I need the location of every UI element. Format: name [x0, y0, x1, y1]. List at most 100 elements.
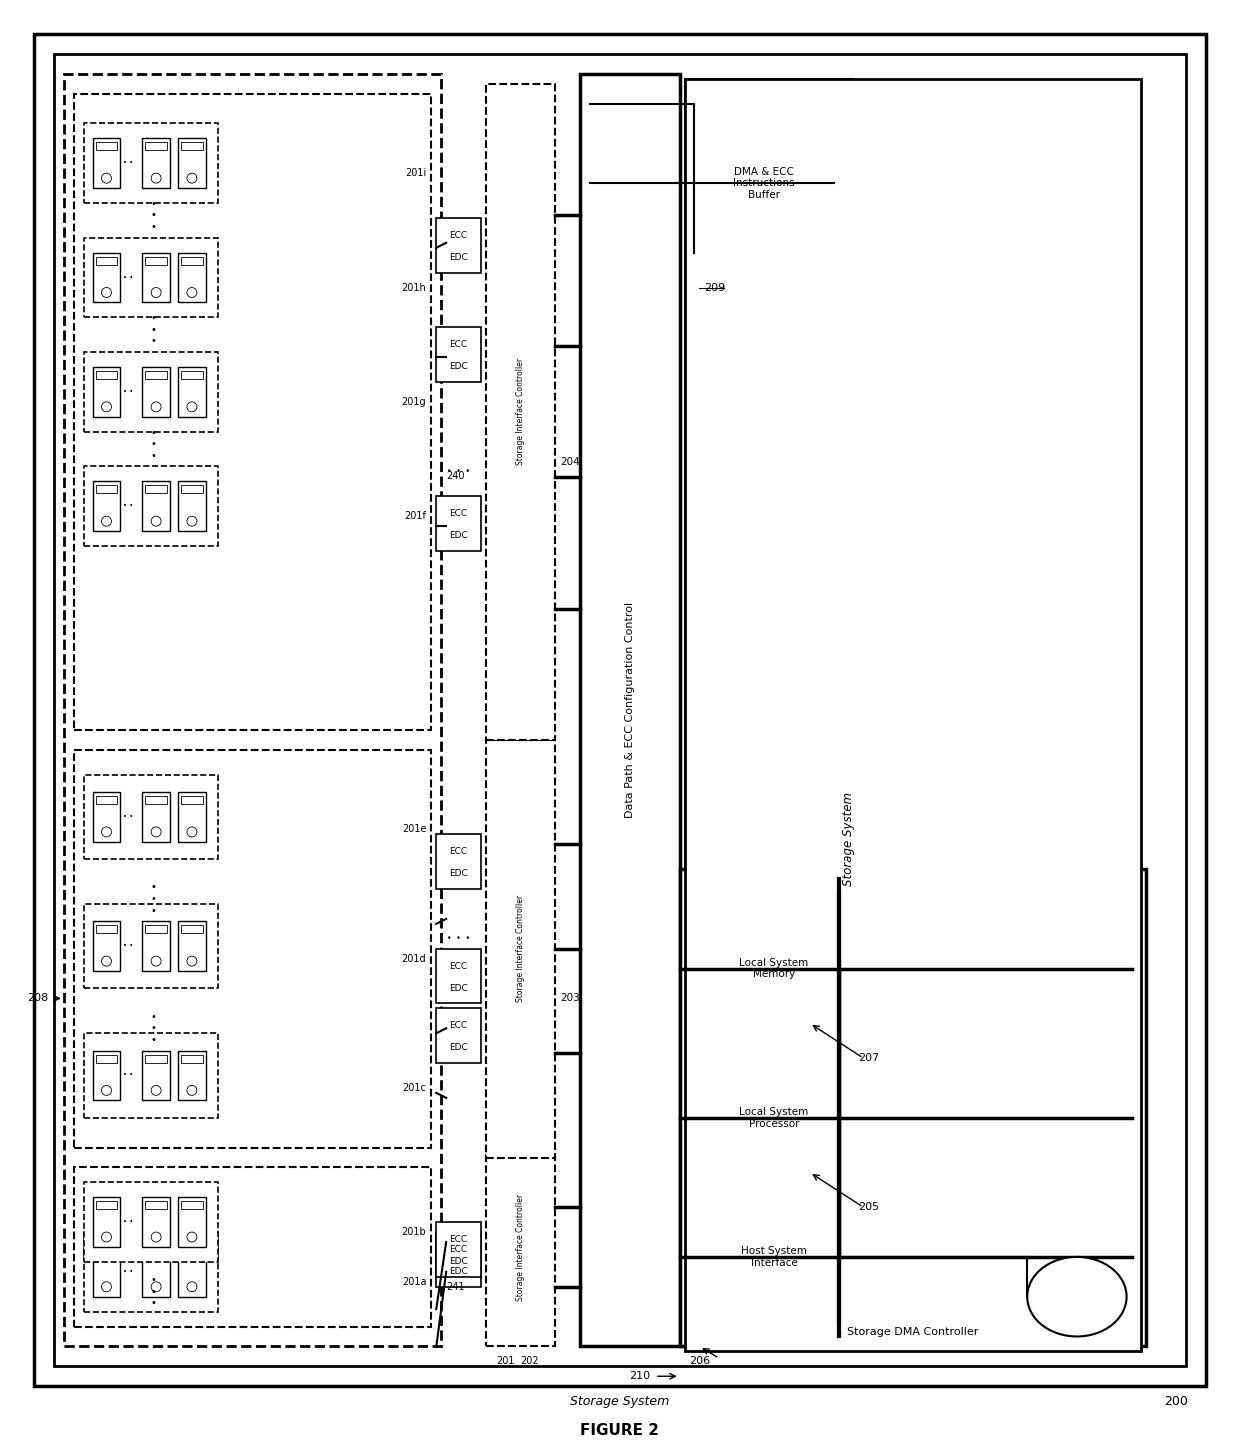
Text: 205: 205 [858, 1202, 879, 1212]
Text: Host
System: Host System [1058, 1286, 1096, 1307]
Bar [83, 238, 218, 318]
Text: Storage System: Storage System [842, 793, 854, 886]
Circle shape [151, 828, 161, 836]
Bar [436, 1223, 481, 1276]
Bar [93, 1247, 120, 1297]
Bar [145, 1054, 167, 1063]
Text: ECC: ECC [450, 1236, 467, 1244]
Bar [95, 372, 118, 379]
Text: 210: 210 [629, 1371, 650, 1381]
Text: 201b: 201b [402, 1227, 427, 1237]
Bar [145, 372, 167, 379]
Bar [486, 1147, 556, 1346]
Text: 201e: 201e [402, 825, 427, 835]
Bar [93, 1198, 120, 1247]
Ellipse shape [1027, 1257, 1127, 1336]
Bar [580, 74, 680, 1346]
Bar [486, 741, 556, 1157]
Bar [145, 796, 167, 804]
Circle shape [187, 1282, 197, 1292]
Text: •
•
•: • • • [150, 199, 156, 232]
Bar [680, 870, 1147, 1346]
Text: •  •  •: • • • [448, 934, 470, 944]
Bar [95, 257, 118, 264]
Text: ECC: ECC [450, 340, 467, 350]
Circle shape [151, 1282, 161, 1292]
Text: 204: 204 [560, 456, 580, 466]
Bar [95, 796, 118, 804]
Bar [181, 925, 203, 934]
Text: •
•
•: • • • [150, 883, 156, 916]
Bar [684, 78, 1142, 1352]
Circle shape [187, 1086, 197, 1095]
Text: Storage System: Storage System [570, 1394, 670, 1407]
Text: •
•
•: • • • [150, 1012, 156, 1045]
Bar [143, 367, 170, 417]
Bar [181, 485, 203, 494]
Text: 201d: 201d [402, 954, 427, 964]
Text: • •: • • [123, 389, 134, 395]
Circle shape [102, 287, 112, 298]
Bar [436, 1233, 481, 1286]
Bar [181, 1252, 203, 1259]
Text: 206: 206 [689, 1356, 711, 1366]
Bar [73, 1167, 432, 1327]
Text: 201h: 201h [402, 283, 427, 292]
Bar [83, 775, 218, 860]
Text: 207: 207 [858, 1053, 879, 1063]
Bar [143, 1247, 170, 1297]
Text: 201i: 201i [405, 168, 427, 179]
Text: 240: 240 [446, 472, 465, 482]
Bar [63, 74, 441, 1346]
Text: FIGURE 2: FIGURE 2 [580, 1423, 660, 1439]
Bar [83, 123, 218, 203]
Text: • •: • • [123, 1269, 134, 1275]
Bar [181, 1054, 203, 1063]
Text: • •: • • [123, 1073, 134, 1079]
Bar [95, 1054, 118, 1063]
Circle shape [151, 957, 161, 966]
Bar [714, 913, 833, 1024]
Text: Local System
Processor: Local System Processor [739, 1106, 808, 1128]
Bar [95, 485, 118, 494]
Text: •  •  •: • • • [448, 468, 470, 476]
Bar [93, 482, 120, 531]
Bar [143, 1051, 170, 1101]
Text: EDC: EDC [449, 1043, 467, 1053]
Bar [181, 1201, 203, 1210]
Text: 203: 203 [560, 993, 580, 1003]
Bar [93, 367, 120, 417]
Bar [143, 138, 170, 189]
Bar [83, 1182, 218, 1262]
Circle shape [102, 173, 112, 183]
Text: Local System
Memory: Local System Memory [739, 958, 808, 980]
Text: Storage Interface Controller: Storage Interface Controller [516, 359, 526, 466]
Text: Storage Interface Controller: Storage Interface Controller [516, 1194, 526, 1301]
Bar [95, 142, 118, 151]
Circle shape [102, 1086, 112, 1095]
Text: • •: • • [123, 504, 134, 510]
Bar [95, 1201, 118, 1210]
Bar [436, 948, 481, 1003]
Bar [145, 1201, 167, 1210]
Bar [143, 482, 170, 531]
Circle shape [151, 1233, 161, 1241]
Bar [83, 905, 218, 989]
Text: Data Path & ECC Configuration Control: Data Path & ECC Configuration Control [625, 603, 635, 817]
Bar [73, 749, 432, 1147]
Bar [143, 253, 170, 302]
Text: • •: • • [123, 944, 134, 950]
Circle shape [151, 1086, 161, 1095]
Text: •
•
•: • • • [150, 1275, 156, 1308]
Bar [179, 1051, 206, 1101]
Text: DMA & ECC
Instructions
Buffer: DMA & ECC Instructions Buffer [733, 167, 795, 200]
Bar [145, 485, 167, 494]
Text: ECC: ECC [450, 1021, 467, 1031]
Bar [436, 497, 481, 550]
Bar [143, 922, 170, 971]
Text: 202: 202 [521, 1356, 539, 1366]
Text: ECC: ECC [450, 961, 467, 971]
Text: •
•
•: • • • [150, 314, 156, 347]
Circle shape [151, 517, 161, 526]
Bar [145, 1252, 167, 1259]
